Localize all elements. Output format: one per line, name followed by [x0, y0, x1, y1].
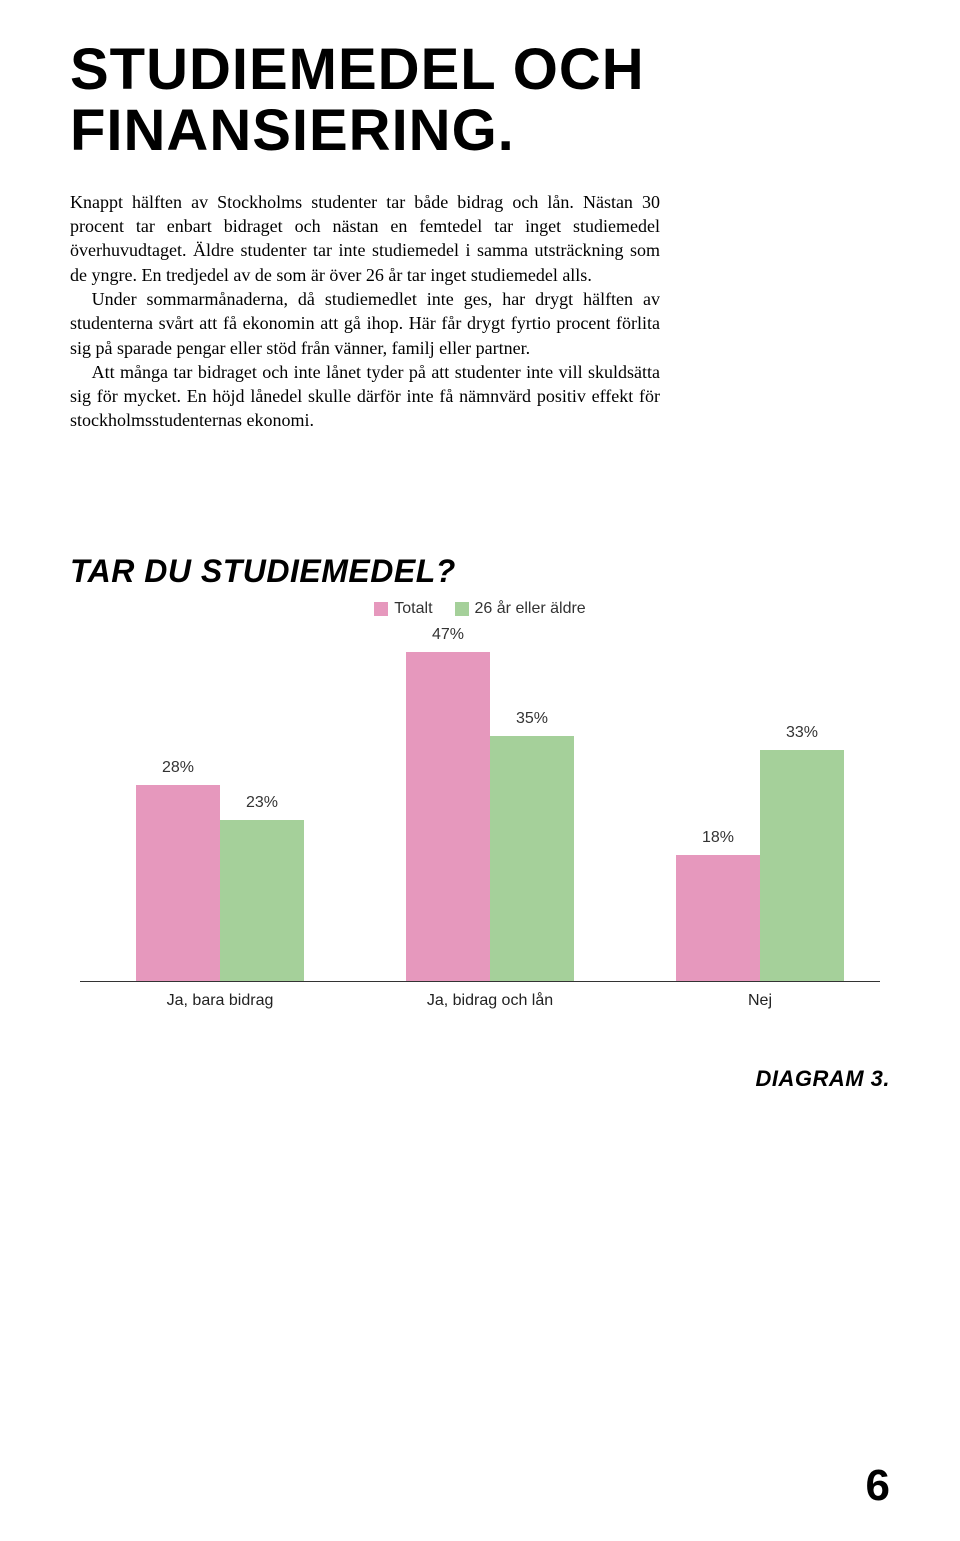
- xaxis-label: Ja, bidrag och lån: [390, 992, 590, 1010]
- xaxis-label: Nej: [660, 992, 860, 1010]
- bar: 35%: [490, 736, 574, 981]
- bar-value-label: 23%: [220, 794, 304, 812]
- xaxis-label: Ja, bara bidrag: [120, 992, 320, 1010]
- bar-group: 47%35%: [390, 652, 590, 981]
- bar: 47%: [406, 652, 490, 981]
- legend-label: Totalt: [394, 600, 432, 618]
- chart-plot: 28%23%47%35%18%33%: [80, 632, 880, 982]
- chart-xaxis: Ja, bara bidrag Ja, bidrag och lån Nej: [80, 992, 880, 1016]
- legend-label: 26 år eller äldre: [475, 600, 586, 618]
- bar-value-label: 47%: [406, 626, 490, 644]
- diagram-caption: DIAGRAM 3.: [70, 1066, 890, 1092]
- section-title: TAR DU STUDIEMEDEL?: [70, 553, 890, 590]
- paragraph-1: Knappt hälften av Stockholms studenter t…: [70, 190, 660, 287]
- bar-chart: Totalt26 år eller äldre 28%23%47%35%18%3…: [70, 600, 890, 1016]
- paragraph-3: Att många tar bidraget och inte lånet ty…: [70, 360, 660, 433]
- legend-item: Totalt: [374, 600, 432, 618]
- bar-value-label: 33%: [760, 724, 844, 742]
- paragraph-2: Under sommarmånaderna, då studiemedlet i…: [70, 287, 660, 360]
- bar: 33%: [760, 750, 844, 981]
- page-title: STUDIEMEDEL OCH FINANSIERING.: [70, 40, 890, 162]
- bar-value-label: 28%: [136, 759, 220, 777]
- legend-swatch: [374, 602, 388, 616]
- bar: 23%: [220, 820, 304, 981]
- bar-group: 18%33%: [660, 750, 860, 981]
- bar-value-label: 35%: [490, 710, 574, 728]
- bar-value-label: 18%: [676, 829, 760, 847]
- bar-group: 28%23%: [120, 785, 320, 981]
- legend-item: 26 år eller äldre: [455, 600, 586, 618]
- bar: 18%: [676, 855, 760, 981]
- page-number: 6: [866, 1461, 890, 1511]
- legend-swatch: [455, 602, 469, 616]
- body-text: Knappt hälften av Stockholms studenter t…: [70, 190, 660, 433]
- bar: 28%: [136, 785, 220, 981]
- chart-legend: Totalt 26 år eller äldre: [70, 600, 890, 618]
